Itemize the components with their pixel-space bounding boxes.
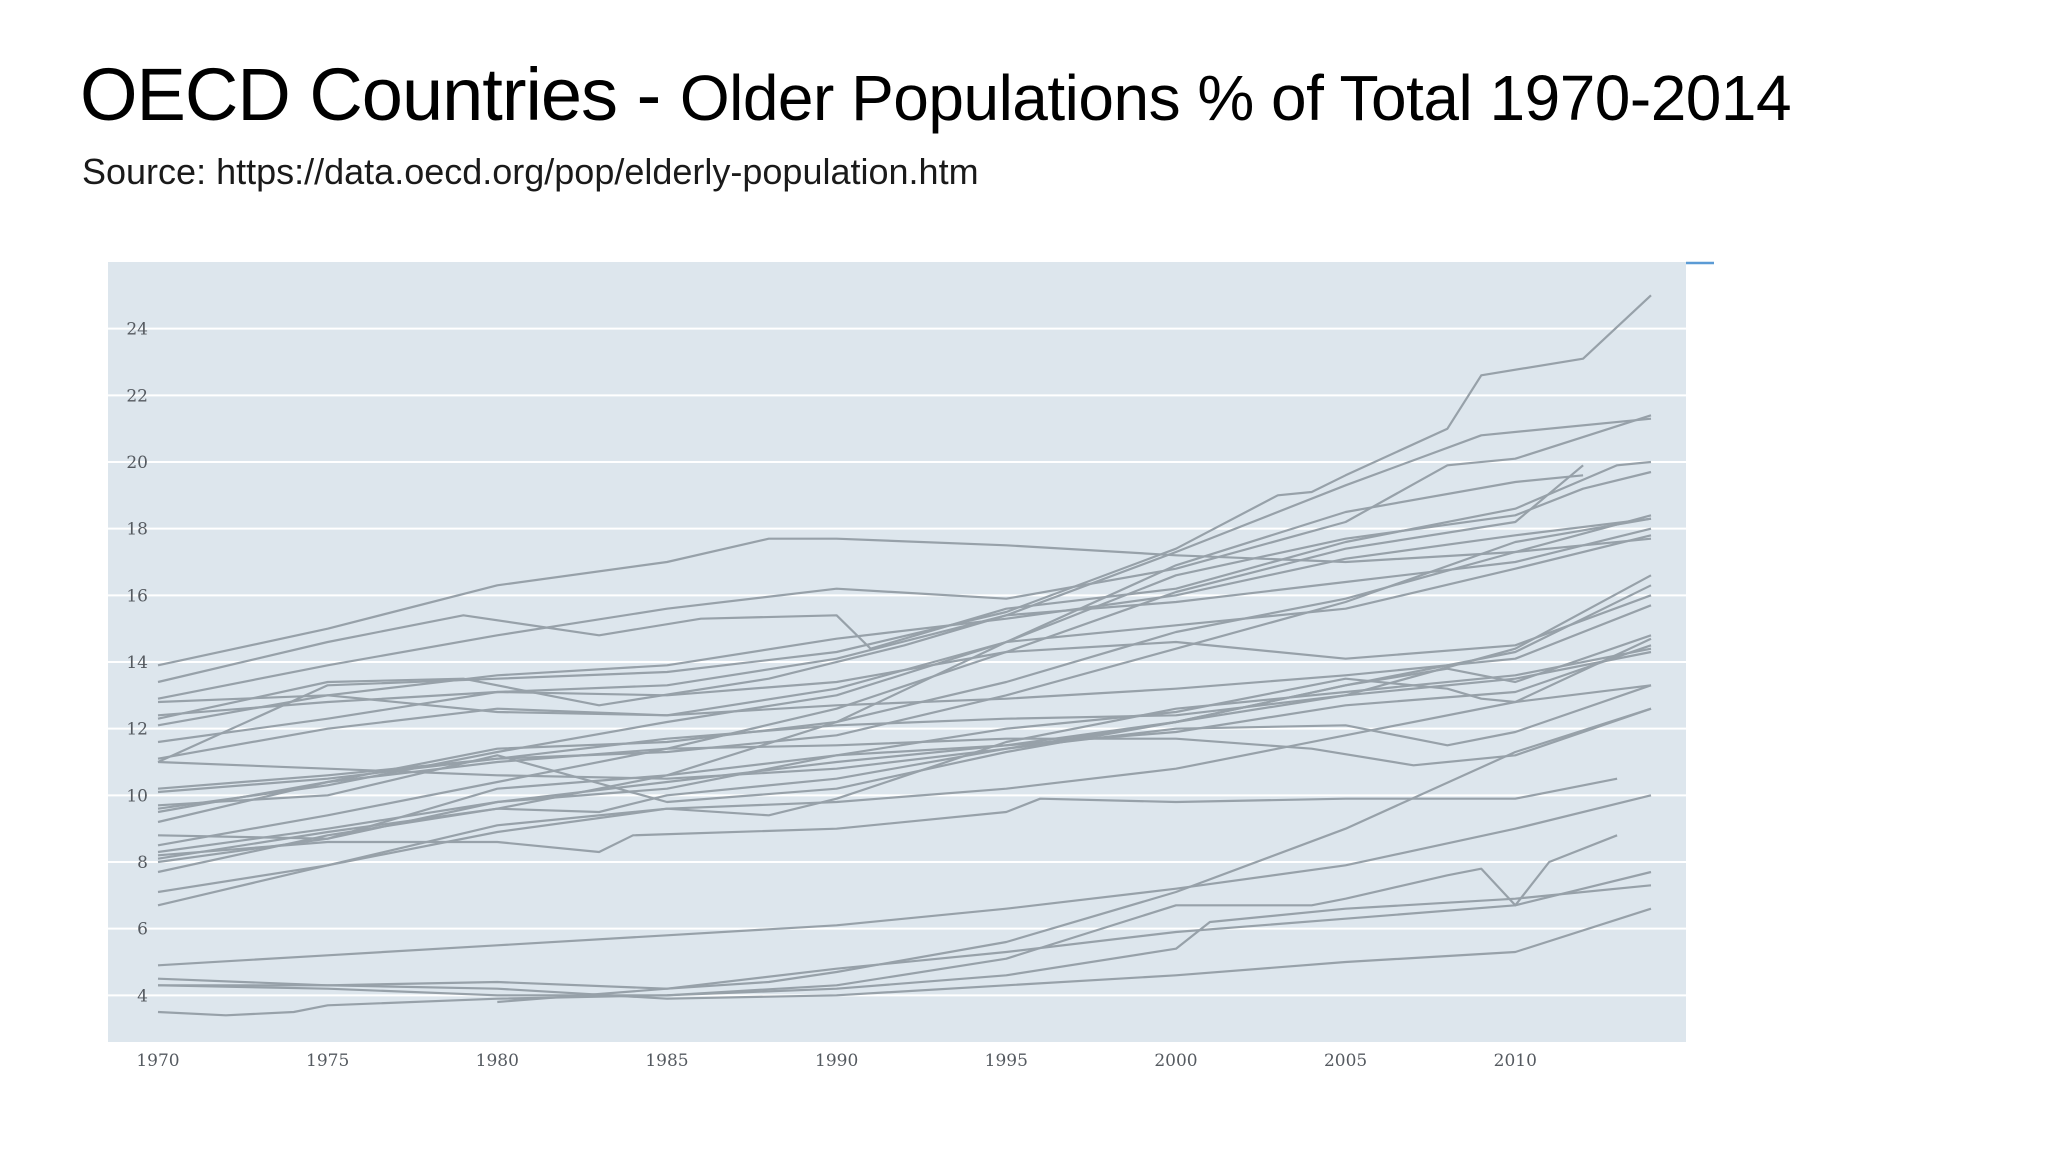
series-line: [157, 884, 1652, 997]
series-line: [157, 637, 1652, 840]
y-axis-ticks: 4 6 8 10 12 14 16 18 20 22 24: [126, 320, 148, 1007]
series-line: [157, 417, 1652, 720]
series-line: [157, 834, 1618, 1017]
series-line: [157, 474, 1584, 874]
y-tick-label: 22: [126, 386, 148, 406]
series-line: [157, 414, 1652, 700]
x-tick-label: 1990: [815, 1051, 858, 1071]
series-line: [157, 907, 1652, 1000]
series-line: [157, 460, 1652, 684]
series-line: [157, 584, 1652, 860]
y-tick-label: 6: [137, 920, 148, 940]
series-lines: [157, 294, 1652, 1017]
series-line: [157, 604, 1652, 717]
series-line: [157, 684, 1652, 907]
series-line: [158, 707, 1652, 990]
gridlines: [108, 327, 1686, 997]
series-line: [157, 517, 1652, 790]
y-tick-label: 8: [137, 853, 148, 873]
slide-title: OECD Countries - Older Populations % of …: [80, 58, 1792, 134]
plot-area: [108, 262, 1686, 1042]
series-line: [157, 464, 1584, 847]
slide-title-main: OECD Countries -: [80, 53, 680, 136]
series-line: [157, 634, 1652, 854]
y-tick-label: 10: [126, 786, 148, 806]
y-tick-label: 16: [126, 586, 148, 606]
series-line: [157, 514, 1652, 667]
series-line: [157, 794, 1652, 967]
x-tick-label: 2005: [1324, 1051, 1367, 1071]
source-citation: Source: https://data.oecd.org/pop/elderl…: [82, 151, 979, 192]
x-tick-label: 1985: [645, 1051, 688, 1071]
y-tick-label: 18: [126, 520, 148, 540]
series-line: [157, 644, 1652, 864]
x-tick-label: 2000: [1154, 1051, 1197, 1071]
slide-title-sub: Older Populations % of Total 1970-2014: [679, 62, 1792, 134]
x-axis-ticks: 1970 1975 1980 1985 1990 1995 2000 2005 2010: [136, 1051, 1537, 1071]
series-line: [157, 647, 1652, 894]
x-tick-label: 1975: [306, 1051, 349, 1071]
series-line: [157, 777, 1618, 857]
y-tick-label: 24: [126, 320, 148, 340]
series-line: [157, 594, 1652, 717]
series-line: [157, 534, 1652, 760]
x-tick-label: 2010: [1494, 1051, 1537, 1071]
y-tick-label: 12: [126, 720, 148, 740]
y-tick-label: 4: [137, 986, 148, 1006]
x-tick-label: 1995: [985, 1051, 1028, 1071]
x-tick-label: 1970: [136, 1051, 179, 1071]
series-line: [497, 870, 1652, 1004]
y-tick-label: 20: [126, 453, 148, 473]
series-line: [157, 294, 1652, 764]
x-tick-label: 1980: [476, 1051, 519, 1071]
series-line: [157, 517, 1652, 727]
y-tick-label: 14: [126, 653, 148, 673]
